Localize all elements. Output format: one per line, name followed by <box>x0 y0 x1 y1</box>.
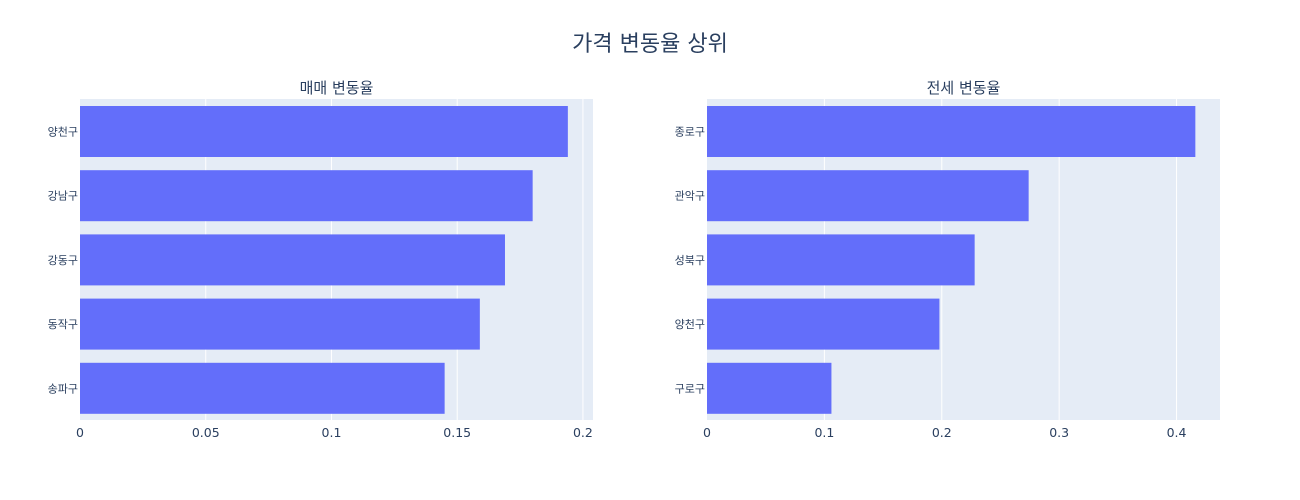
page-title: 가격 변동율 상위 <box>572 32 728 57</box>
bar[interactable] <box>80 362 445 414</box>
bar[interactable] <box>80 298 480 350</box>
bar[interactable] <box>707 106 1196 157</box>
bar[interactable] <box>707 298 940 350</box>
category-label: 종로구 <box>675 126 705 139</box>
bar[interactable] <box>80 234 505 286</box>
bar[interactable] <box>707 362 832 414</box>
x-tick-label: 0.2 <box>932 425 952 440</box>
subplot-title: 전세 변동율 <box>927 79 1001 97</box>
x-tick-label: 0.1 <box>814 425 834 440</box>
bar[interactable] <box>707 170 1029 222</box>
category-label: 강동구 <box>48 254 78 267</box>
category-label: 관악구 <box>675 190 705 203</box>
x-tick-label: 0.05 <box>192 425 220 440</box>
x-tick-label: 0.1 <box>322 425 342 440</box>
x-tick-label: 0 <box>703 425 711 440</box>
subplot-title: 매매 변동율 <box>300 79 374 97</box>
x-tick-label: 0.2 <box>573 425 593 440</box>
x-tick-label: 0 <box>76 425 84 440</box>
bar[interactable] <box>80 170 533 222</box>
x-tick-label: 0.4 <box>1167 425 1187 440</box>
category-label: 동작구 <box>48 318 78 331</box>
category-label: 강남구 <box>48 190 78 203</box>
category-label: 구로구 <box>675 382 705 395</box>
category-label: 양천구 <box>48 125 78 139</box>
bar[interactable] <box>80 106 568 157</box>
bar[interactable] <box>707 234 975 286</box>
x-tick-label: 0.15 <box>443 425 471 440</box>
category-label: 양천구 <box>675 317 705 331</box>
category-label: 성북구 <box>675 254 705 267</box>
x-tick-label: 0.3 <box>1049 425 1069 440</box>
category-label: 송파구 <box>48 382 78 395</box>
